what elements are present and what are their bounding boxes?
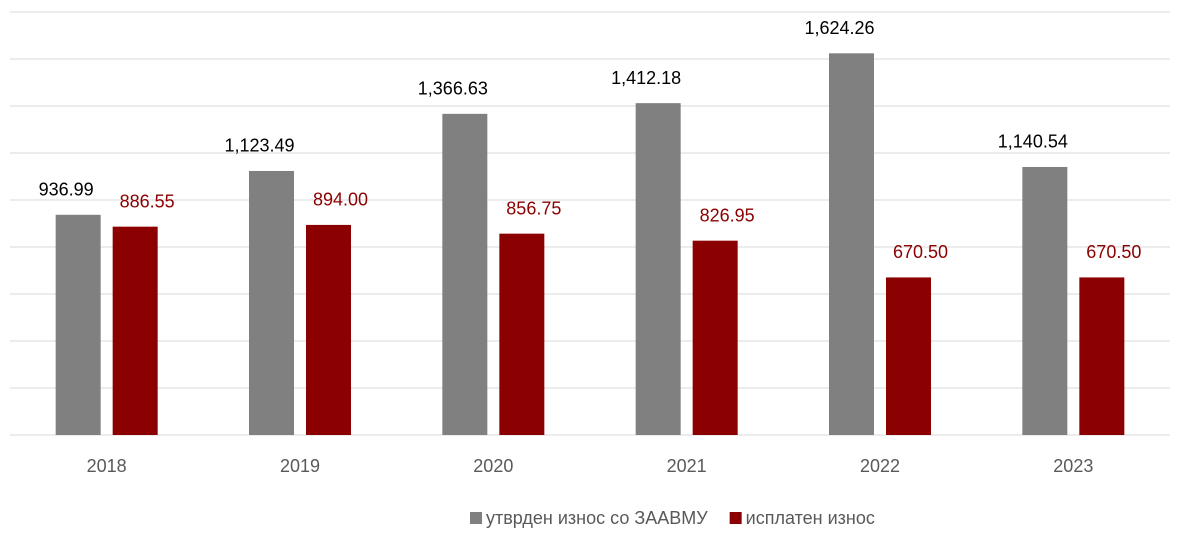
bar	[499, 233, 545, 435]
x-tick-label: 2022	[860, 456, 900, 476]
legend-label: исплатен износ	[746, 508, 875, 528]
data-label: 1,412.18	[611, 68, 681, 88]
legend-label: утврден износ со ЗААВМУ	[486, 508, 708, 528]
bar	[692, 240, 738, 435]
bar	[249, 170, 294, 435]
legend-swatch	[729, 512, 742, 524]
bar	[1022, 166, 1068, 436]
x-tick-label: 2021	[667, 456, 707, 476]
data-label: 886.55	[120, 191, 175, 211]
data-label: 856.75	[506, 198, 561, 218]
x-tick-label: 2018	[87, 456, 127, 476]
bar	[886, 277, 931, 435]
data-label: 826.95	[700, 205, 755, 225]
x-tick-label: 2019	[280, 456, 320, 476]
bar	[635, 103, 681, 436]
x-tick-label: 2023	[1053, 456, 1093, 476]
data-label: 894.00	[313, 190, 368, 210]
data-label: 1,624.26	[804, 18, 874, 38]
data-label: 936.99	[39, 180, 94, 200]
bar	[1079, 277, 1125, 435]
data-label: 1,123.49	[224, 136, 294, 156]
bar	[55, 214, 101, 435]
legend-swatch	[470, 512, 482, 524]
data-label: 670.50	[893, 242, 948, 262]
data-label: 1,366.63	[418, 79, 488, 99]
bar	[306, 224, 351, 435]
bar	[442, 113, 488, 435]
data-label: 670.50	[1086, 242, 1141, 262]
bar	[829, 53, 874, 436]
data-label: 1,140.54	[998, 132, 1068, 152]
x-tick-label: 2020	[473, 456, 513, 476]
bar	[112, 226, 158, 435]
